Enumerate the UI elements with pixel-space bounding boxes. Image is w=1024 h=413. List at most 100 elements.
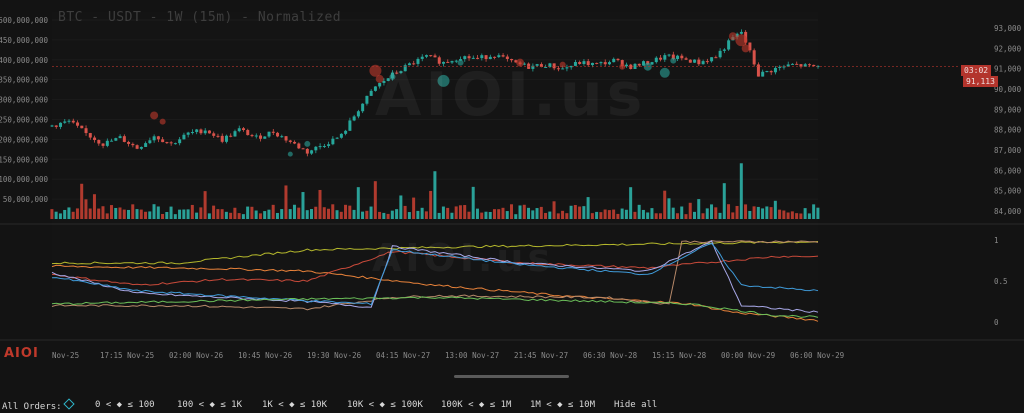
volume-bar: [629, 187, 633, 219]
candle-body: [586, 61, 590, 66]
candle-body: [420, 56, 424, 59]
candle-body: [416, 58, 420, 64]
volume-bar: [795, 213, 799, 219]
x-tick-label: 19:30 Nov-26: [307, 351, 362, 360]
candle-body: [305, 148, 309, 154]
legend-10k-100k[interactable]: 10K < ◆ ≤ 100K: [347, 400, 423, 410]
price-tick-label: 91,000: [994, 65, 1022, 74]
volume-bar: [744, 204, 748, 219]
volume-bar: [603, 209, 607, 219]
candle-body: [195, 129, 199, 133]
volume-bar: [492, 209, 496, 219]
order-bubble: [735, 34, 748, 47]
volume-bar: [641, 209, 645, 219]
candle-body: [446, 61, 450, 63]
order-bubble: [304, 140, 311, 147]
candle-body: [207, 130, 211, 134]
hide-all-button[interactable]: Hide all: [614, 400, 658, 410]
volume-bar: [271, 204, 275, 219]
volume-bar: [92, 194, 96, 219]
volume-bar: [552, 201, 556, 219]
candle-body: [339, 133, 343, 138]
candle-body: [233, 131, 237, 137]
volume-bar: [186, 209, 190, 219]
legend-0-100[interactable]: 0 < ◆ ≤ 100: [95, 400, 155, 410]
candle-body: [399, 71, 403, 73]
candle-body: [484, 55, 488, 60]
candle-body: [114, 138, 118, 141]
volume-bar: [344, 204, 348, 219]
candle-body: [625, 64, 628, 67]
candle-body: [693, 59, 697, 63]
candle-body: [259, 135, 263, 139]
volume-bar: [429, 190, 433, 219]
candle-body: [497, 55, 501, 58]
indicator-series-line: [51, 240, 819, 265]
volume-bar: [807, 213, 811, 219]
candle-body: [182, 134, 186, 140]
order-bubble: [369, 64, 382, 77]
candle-body: [318, 146, 322, 148]
volume-bar: [301, 192, 305, 219]
volume-bar: [373, 181, 377, 219]
indicator-series-line: [51, 242, 819, 306]
candle-body: [276, 132, 280, 137]
legend-100k-1m[interactable]: 100K < ◆ ≤ 1M: [441, 400, 512, 410]
volume-bar: [786, 212, 790, 219]
volume-bar: [207, 213, 211, 219]
volume-bar: [569, 205, 573, 219]
legend-all-orders[interactable]: All Orders:: [2, 398, 76, 412]
order-bubble: [741, 44, 750, 53]
candle-body: [327, 144, 331, 146]
volume-bar: [454, 206, 458, 219]
order-bubble: [516, 58, 525, 67]
candle-body: [578, 62, 582, 65]
volume-bar: [531, 210, 535, 219]
volume-bar: [488, 211, 492, 219]
timeline-scrollbar[interactable]: [454, 375, 569, 378]
candle-body: [812, 64, 816, 67]
volume-bar: [114, 207, 118, 219]
candle-body: [667, 54, 671, 56]
volume-bar: [654, 213, 658, 219]
volume-bar: [446, 207, 450, 219]
candle-body: [795, 63, 799, 65]
volume-bar: [790, 211, 794, 219]
volume-bar: [578, 206, 582, 219]
order-bubble: [457, 59, 464, 66]
candle-body: [356, 111, 360, 117]
candle-body: [535, 64, 539, 66]
volume-bar: [658, 213, 662, 219]
candle-body: [463, 56, 467, 60]
volume-bar: [475, 208, 479, 219]
candle-body: [246, 130, 250, 136]
candle-body: [229, 135, 233, 137]
candle-body: [659, 57, 663, 60]
volume-bar: [514, 214, 518, 219]
volume-bar: [284, 185, 288, 219]
volume-bar: [573, 205, 577, 219]
volume-bar: [356, 187, 360, 219]
volume-bar: [548, 211, 552, 219]
legend-1m-10m[interactable]: 1M < ◆ ≤ 10M: [530, 400, 596, 410]
candle-body: [101, 143, 105, 146]
volume-bar: [190, 204, 194, 219]
candle-body: [190, 132, 194, 134]
volume-bar: [318, 189, 322, 219]
candle-body: [71, 120, 75, 123]
brand-logo: AIOI: [4, 346, 39, 361]
legend-100-1k[interactable]: 100 < ◆ ≤ 1K: [177, 400, 243, 410]
volume-bar: [127, 209, 130, 219]
volume-bar: [535, 208, 539, 219]
candle-body: [403, 65, 407, 72]
x-tick-label: Nov-25: [52, 351, 79, 360]
legend-1k-10k[interactable]: 1K < ◆ ≤ 10K: [262, 400, 328, 410]
candle-body: [331, 138, 335, 145]
candle-body: [293, 141, 297, 144]
volume-bar: [467, 211, 471, 219]
volume-bar: [50, 209, 54, 219]
candle-body: [369, 90, 373, 96]
volume-bar: [624, 209, 628, 219]
plot-area: [52, 12, 818, 330]
volume-tick-label: 100,000,000: [0, 175, 48, 184]
